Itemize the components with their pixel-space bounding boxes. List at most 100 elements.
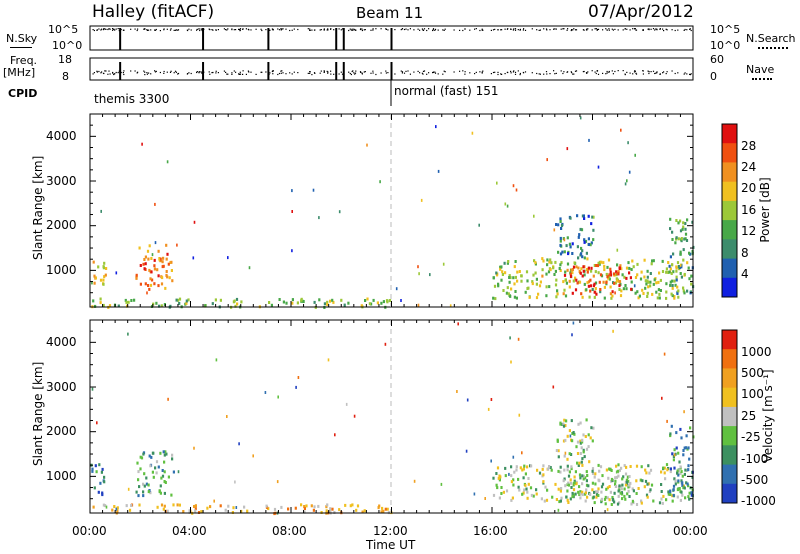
nsky-dot: [549, 29, 551, 31]
heatmap-cell: [640, 501, 643, 505]
heatmap-cell: [608, 498, 611, 502]
heatmap-cell: [583, 217, 586, 220]
heatmap-cell: [94, 304, 97, 308]
nsky-dot: [602, 29, 604, 31]
heatmap-cell: [508, 472, 510, 476]
heatmap-cell: [577, 422, 580, 426]
heatmap-cell: [331, 507, 334, 511]
heatmap-cell: [101, 467, 104, 471]
heatmap-cell: [568, 285, 571, 289]
heatmap-cell: [597, 494, 600, 497]
heatmap-cell: [606, 496, 609, 500]
nsky-dot: [566, 29, 568, 31]
nsky-dot: [233, 29, 235, 31]
heatmap-cell: [188, 509, 191, 513]
nsky-dot: [150, 29, 152, 31]
heatmap-cell: [611, 496, 614, 499]
heatmap-cell: [596, 264, 600, 268]
nsky-dot: [146, 29, 148, 31]
heatmap-cell: [687, 495, 690, 499]
nsky-dot: [606, 29, 608, 31]
nsearch-legend-line: [758, 47, 788, 49]
heatmap-cell: [153, 282, 156, 286]
heatmap-cell: [127, 332, 129, 336]
nsky-dot: [400, 29, 402, 31]
heatmap-cell: [675, 236, 678, 240]
heatmap-cell: [572, 493, 575, 497]
heatmap-cell: [386, 507, 389, 511]
heatmap-cell: [510, 287, 513, 291]
freq-dot: [531, 72, 533, 74]
heatmap-cell: [192, 256, 195, 260]
heatmap-cell: [580, 252, 583, 256]
heatmap-cell: [608, 467, 611, 471]
heatmap-cell: [588, 138, 590, 142]
heatmap-cell: [158, 489, 161, 493]
heatmap-cell: [325, 505, 328, 509]
heatmap-cell: [680, 237, 683, 240]
heatmap-cell: [154, 466, 157, 470]
heatmap-cell: [587, 284, 590, 288]
heatmap-cell: [578, 485, 581, 489]
heatmap-cell: [614, 482, 617, 486]
freq-dot: [272, 73, 274, 75]
heatmap-cell: [137, 470, 140, 474]
heatmap-cell: [674, 482, 677, 486]
nsky-dot: [272, 28, 274, 30]
heatmap-cell: [684, 232, 688, 236]
nsky-dot: [245, 28, 247, 30]
heatmap-cell: [588, 295, 591, 299]
heatmap-cell: [663, 352, 666, 356]
heatmap-cell: [666, 419, 668, 423]
heatmap-cell: [684, 446, 688, 450]
heatmap-cell: [669, 489, 672, 493]
heatmap-cell: [619, 294, 623, 298]
heatmap-cell: [162, 264, 165, 268]
heatmap-cell: [630, 280, 633, 284]
nsky-dot: [333, 29, 335, 31]
heatmap-cell: [669, 434, 672, 438]
heatmap-cell: [499, 475, 502, 479]
heatmap-cell: [625, 276, 628, 280]
colorbar-swatch: [722, 406, 737, 427]
heatmap-cell: [623, 464, 626, 468]
heatmap-cell: [146, 249, 150, 253]
heatmap-cell: [522, 476, 525, 480]
heatmap-cell: [91, 469, 94, 473]
heatmap-cell: [125, 504, 128, 508]
heatmap-cell: [574, 492, 577, 496]
heatmap-cell: [593, 282, 596, 286]
freq-dot: [323, 71, 325, 73]
nsky-dot: [597, 28, 600, 30]
nsearch-tick-top: 10^5: [710, 23, 741, 36]
heatmap-cell: [629, 465, 632, 468]
heatmap-cell: [587, 445, 590, 449]
nsky-dot: [690, 29, 692, 32]
nsky-dot: [372, 28, 374, 30]
heatmap-cell: [157, 274, 160, 278]
heatmap-cell: [115, 271, 118, 275]
heatmap-cell: [678, 487, 681, 490]
freq-dot: [250, 71, 252, 73]
heatmap-cell: [559, 243, 562, 247]
heatmap-cell: [516, 270, 519, 274]
heatmap-cell: [619, 491, 622, 495]
nsky-dot: [291, 29, 293, 31]
nsky-dot: [434, 29, 436, 31]
heatmap-cell: [570, 465, 573, 469]
heatmap-cell: [564, 270, 567, 274]
freq-dot: [574, 70, 577, 72]
heatmap-cell: [571, 439, 574, 443]
freq-dot: [407, 70, 409, 72]
heatmap-cell: [154, 241, 157, 245]
freq-dot: [573, 73, 575, 75]
heatmap-cell: [437, 169, 440, 173]
nsky-dot: [148, 29, 150, 31]
heatmap-cell: [234, 304, 237, 308]
nsky-dot: [612, 29, 614, 31]
heatmap-cell: [457, 322, 459, 326]
heatmap-cell: [620, 487, 623, 491]
vel-cb-tick-4: 25: [741, 409, 757, 423]
heatmap-cell: [562, 292, 565, 296]
heatmap-cell: [440, 482, 443, 486]
